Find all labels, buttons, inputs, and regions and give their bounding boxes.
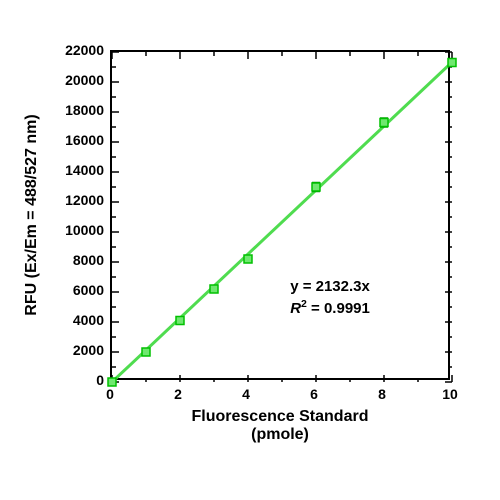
r2-value: = 0.9991 xyxy=(307,300,370,317)
x-tick-label: 2 xyxy=(174,386,182,402)
x-tick-label: 6 xyxy=(310,386,318,402)
x-axis-label: Fluorescence Standard (pmole) xyxy=(170,408,390,444)
x-tick-label: 4 xyxy=(242,386,250,402)
y-tick-label: 14000 xyxy=(65,162,104,178)
y-tick-label: 20000 xyxy=(65,72,104,88)
y-tick-label: 18000 xyxy=(65,102,104,118)
r2-symbol: R xyxy=(290,300,301,317)
y-tick-label: 22000 xyxy=(65,42,104,58)
y-tick-label: 6000 xyxy=(73,282,104,298)
plot-area xyxy=(110,50,450,380)
y-tick-label: 4000 xyxy=(73,312,104,328)
fit-r-squared: R2 = 0.9991 xyxy=(290,298,370,317)
y-tick-label: 16000 xyxy=(65,132,104,148)
y-axis-label: RFU (Ex/Em = 488/527 nm) xyxy=(23,114,41,315)
y-tick-label: 10000 xyxy=(65,222,104,238)
y-tick-label: 0 xyxy=(96,372,104,388)
fit-equation: y = 2132.3x xyxy=(290,278,370,295)
plot-svg xyxy=(112,52,452,382)
y-tick-label: 2000 xyxy=(73,342,104,358)
x-tick-label: 0 xyxy=(106,386,114,402)
y-tick-label: 8000 xyxy=(73,252,104,268)
y-tick-label: 12000 xyxy=(65,192,104,208)
figure: RFU (Ex/Em = 488/527 nm) Fluorescence St… xyxy=(0,0,500,500)
x-tick-label: 10 xyxy=(442,386,458,402)
x-tick-label: 8 xyxy=(378,386,386,402)
